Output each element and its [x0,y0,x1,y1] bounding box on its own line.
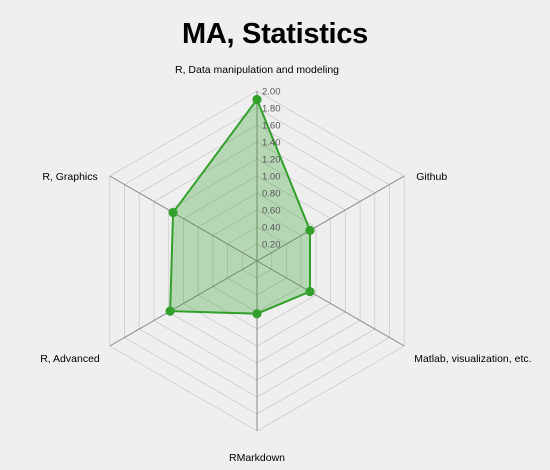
data-point[interactable] [252,309,262,319]
axis-spoke [109,175,258,262]
tick-label: 1.80 [262,104,281,115]
tick-layer: 0.20 0.40 0.60 0.80 1.00 1.20 1.40 1.60 1.80 2.00 [262,87,281,251]
axis-label: Matlab, visualization, etc. [414,353,531,365]
tick-label: 0.60 [262,206,281,217]
axis-spoke [256,175,405,262]
axis-label: R, Data manipulation and modeling [175,64,339,76]
tick-label: 1.20 [262,155,281,166]
series-layer [165,94,315,319]
tick-label: 1.60 [262,121,281,132]
series-area [169,98,312,315]
tick-label: 1.40 [262,138,281,149]
axis-label: RMarkdown [229,452,285,464]
tick-label: 1.00 [262,172,281,183]
data-point[interactable] [305,225,315,235]
axis-spoke [109,260,258,347]
tick-label: 2.00 [262,87,281,98]
axis-spoke [256,260,405,347]
axis-label: Github [416,171,447,183]
data-point[interactable] [252,94,262,105]
tick-label: 0.20 [262,240,281,251]
axis-label: R, Graphics [42,171,97,183]
axis-label: R, Advanced [40,353,100,365]
tick-label: 0.80 [262,189,281,200]
data-point[interactable] [165,306,175,316]
tick-label: 0.40 [262,223,281,234]
chart-title: MA, Statistics [182,18,368,50]
data-point[interactable] [305,287,315,297]
data-point[interactable] [168,207,178,218]
label-layer: R, Data manipulation and modeling Github M… [40,64,531,464]
axis-layer [109,91,405,431]
